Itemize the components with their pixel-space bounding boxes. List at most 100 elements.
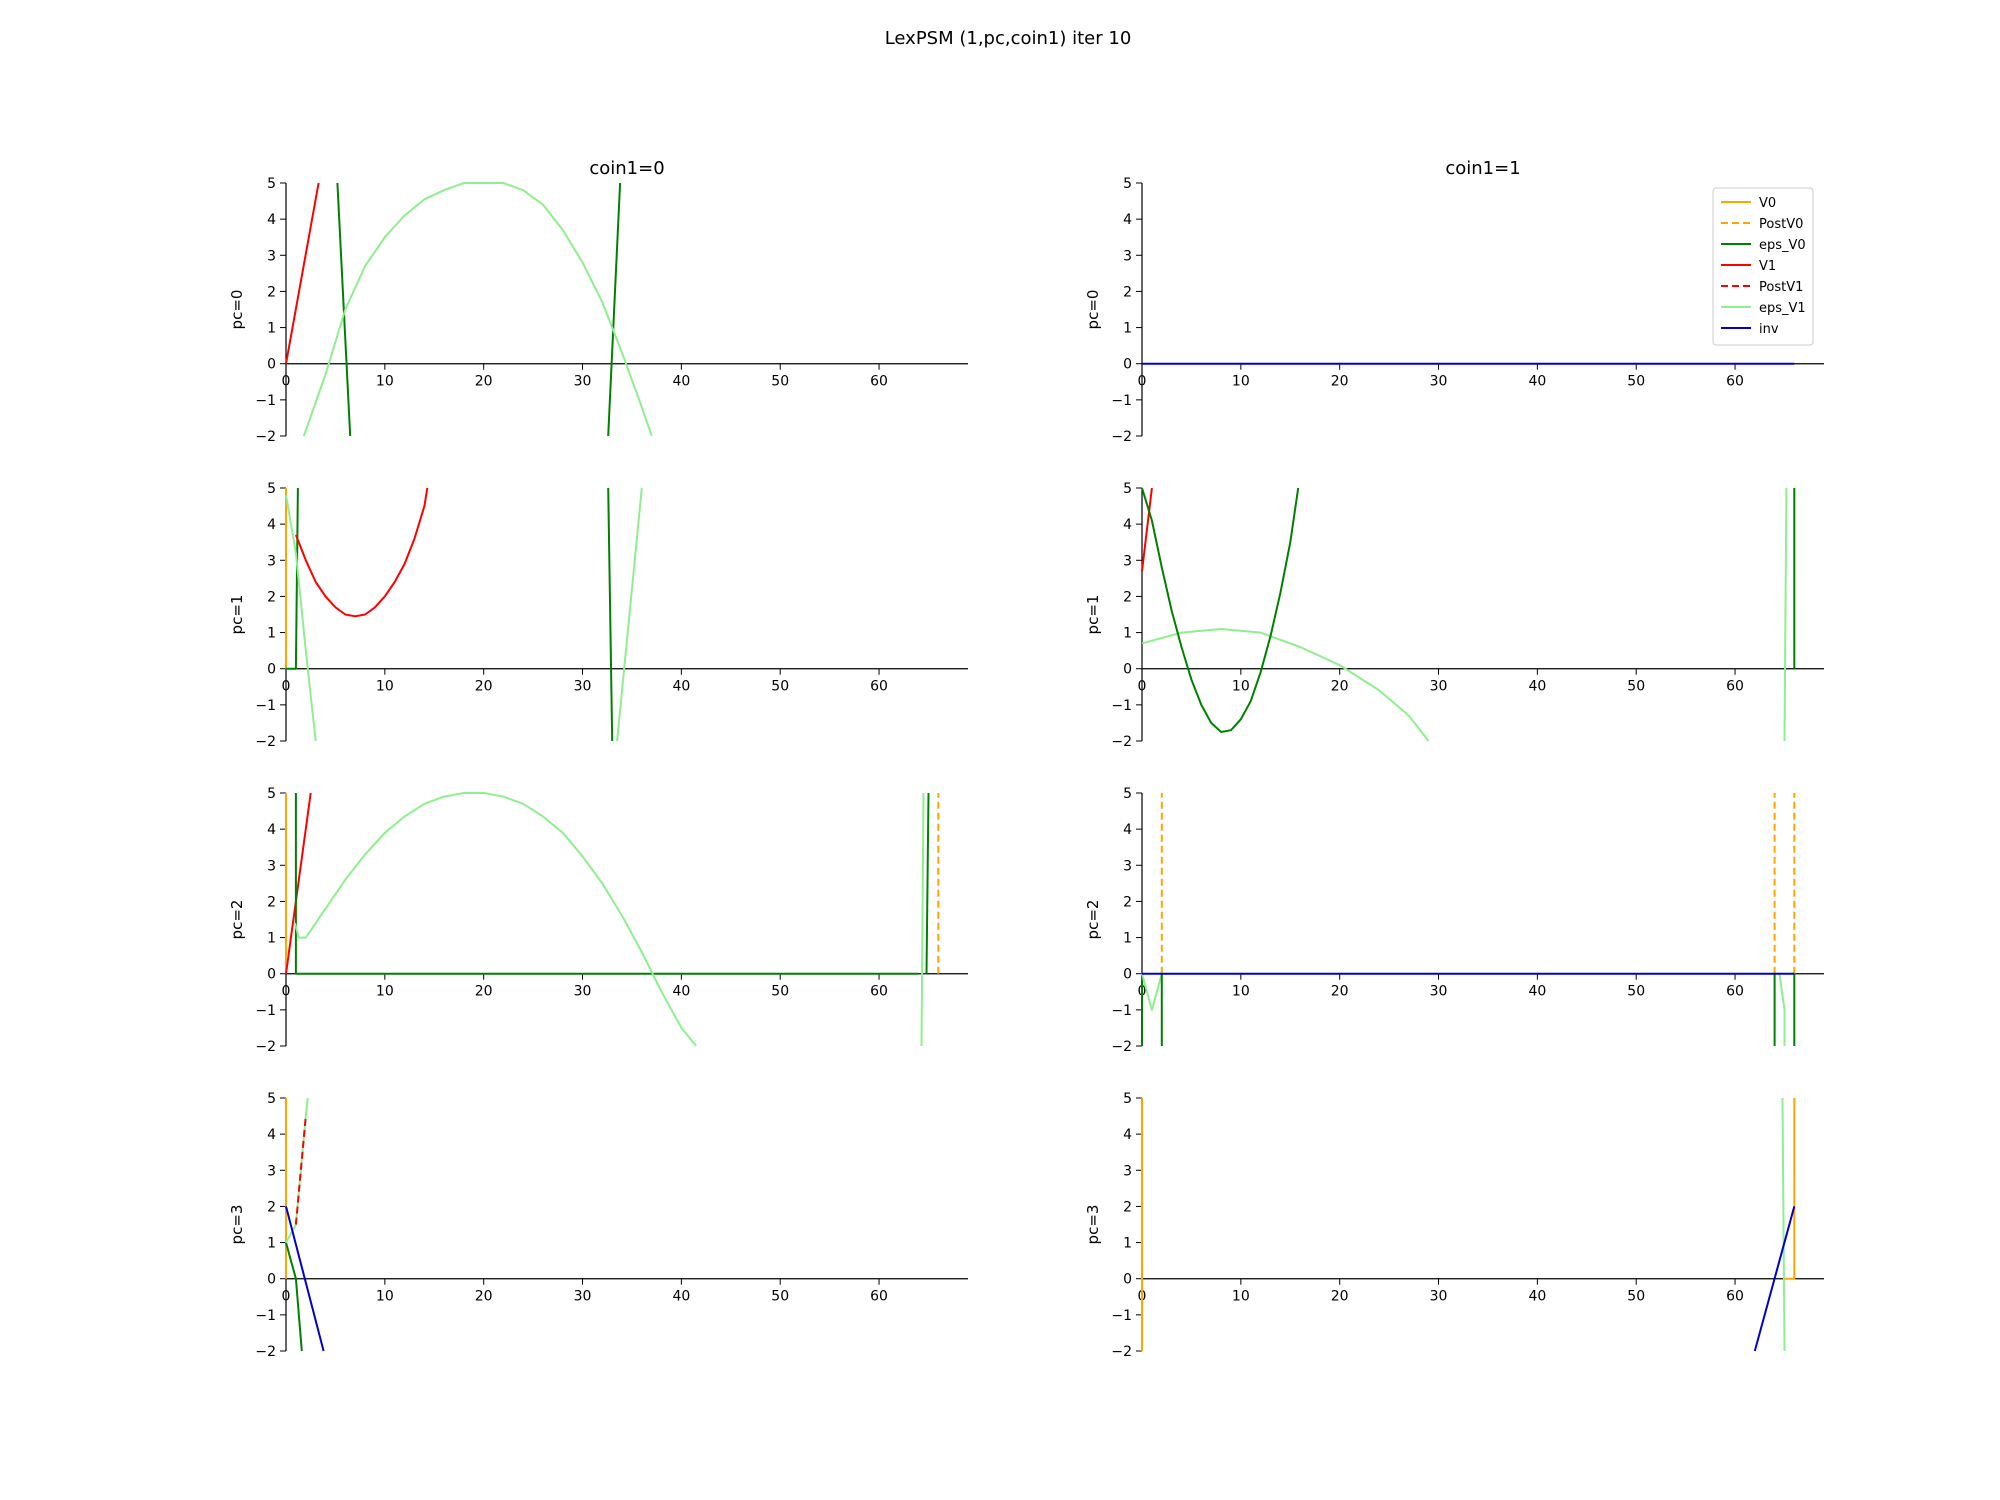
y-tick-label: 2: [1123, 1199, 1132, 1215]
x-tick-label: 40: [672, 374, 690, 390]
x-tick-label: 10: [1232, 374, 1250, 390]
y-tick-label: 4: [1123, 517, 1132, 533]
legend-entry-label: eps_V0: [1759, 238, 1806, 253]
y-tick-label: 5: [1123, 1091, 1132, 1107]
y-tick-label: −1: [255, 1003, 276, 1019]
y-tick-label: 0: [1123, 967, 1132, 983]
series-group: [1141, 793, 1796, 1046]
x-tick-label: 30: [1430, 374, 1448, 390]
y-tick-label: 0: [1123, 357, 1132, 373]
x-tick-label: 60: [1726, 1289, 1744, 1305]
x-tick-label: 30: [1430, 679, 1448, 695]
y-tick-label: −1: [1111, 1308, 1132, 1324]
x-tick-label: 40: [672, 1289, 690, 1305]
series-eps-v1-line: [920, 792, 925, 1047]
x-tick-label: 40: [1528, 984, 1546, 1000]
x-tick-label: 20: [475, 1289, 493, 1305]
series-eps-v1-line: [302, 182, 653, 437]
y-tick-label: 4: [267, 822, 276, 838]
y-tick-label: 2: [267, 589, 276, 605]
y-tick-label: 1: [267, 321, 276, 337]
legend-entry-label: eps_V1: [1759, 301, 1806, 316]
x-tick-label: 30: [1430, 1289, 1448, 1305]
series-eps-v1-line: [1141, 628, 1430, 742]
x-tick-label: 60: [870, 984, 888, 1000]
y-tick-label: 0: [267, 662, 276, 678]
y-tick-label: 4: [1123, 212, 1132, 228]
y-tick-label: −2: [1111, 429, 1132, 445]
y-tick-label: 0: [267, 1272, 276, 1288]
x-tick-label: 50: [771, 984, 789, 1000]
x-tick-label: 30: [574, 1289, 592, 1305]
y-tick-label: 5: [267, 1091, 276, 1107]
x-tick-label: 10: [1232, 679, 1250, 695]
y-tick-label: 2: [267, 894, 276, 910]
x-tick-label: 10: [376, 374, 394, 390]
x-tick-label: 50: [771, 374, 789, 390]
series-v0-line: [1784, 1098, 1796, 1280]
series-eps-v0-line: [285, 1242, 303, 1352]
x-tick-label: 0: [282, 374, 291, 390]
x-tick-label: 50: [1627, 374, 1645, 390]
y-tick-label: −2: [1111, 1039, 1132, 1055]
x-tick-label: 50: [1627, 1289, 1645, 1305]
x-tick-label: 10: [376, 984, 394, 1000]
x-tick-label: 0: [1138, 679, 1147, 695]
y-tick-label: 4: [267, 517, 276, 533]
panel-title: coin1=0: [589, 158, 664, 179]
y-tick-label: 1: [1123, 931, 1132, 947]
series-v1-line: [1141, 487, 1153, 572]
y-tick-label: 1: [267, 931, 276, 947]
y-tick-label: 2: [1123, 284, 1132, 300]
y-tick-label: 1: [267, 626, 276, 642]
x-tick-label: 30: [574, 374, 592, 390]
legend-box: [1712, 187, 1814, 346]
y-tick-label: −2: [255, 734, 276, 750]
x-tick-label: 60: [870, 374, 888, 390]
y-tick-label: −1: [1111, 698, 1132, 714]
x-tick-label: 0: [282, 984, 291, 1000]
y-tick-label: 4: [1123, 822, 1132, 838]
y-tick-label: −2: [255, 1344, 276, 1360]
x-tick-label: 60: [870, 1289, 888, 1305]
x-tick-label: 50: [771, 679, 789, 695]
series-eps-v1-line: [293, 792, 697, 1047]
series-eps-v0-line: [925, 792, 930, 974]
y-tick-label: 3: [1123, 1163, 1132, 1179]
x-tick-label: 10: [1232, 1289, 1250, 1305]
legend-entry-label: PostV0: [1759, 217, 1803, 232]
series-eps-v1-line: [616, 487, 643, 742]
y-tick-label: 1: [1123, 321, 1132, 337]
y-tick-label: −1: [1111, 393, 1132, 409]
y-axis-label: pc=0: [1084, 290, 1102, 330]
legend-entry-label: V0: [1759, 196, 1776, 211]
y-tick-label: −2: [1111, 734, 1132, 750]
y-axis-label: pc=3: [1084, 1205, 1102, 1245]
x-tick-label: 20: [1331, 679, 1349, 695]
y-tick-label: 5: [267, 176, 276, 192]
y-tick-label: 3: [267, 1163, 276, 1179]
legend-entry-label: PostV1: [1759, 280, 1803, 295]
series-eps-v0-line: [1141, 487, 1300, 733]
x-tick-label: 20: [475, 984, 493, 1000]
y-tick-label: 5: [267, 786, 276, 802]
y-axis-label: pc=2: [1084, 900, 1102, 940]
x-tick-label: 0: [1138, 374, 1147, 390]
y-axis-label: pc=3: [228, 1205, 246, 1245]
series-eps-v0-line: [286, 487, 299, 670]
panel-title: coin1=1: [1445, 158, 1520, 179]
series-eps-v1-line: [1783, 487, 1788, 742]
x-tick-label: 20: [475, 679, 493, 695]
x-tick-label: 20: [475, 374, 493, 390]
y-tick-label: 4: [267, 1127, 276, 1143]
y-tick-label: 5: [1123, 481, 1132, 497]
series-v1-line: [285, 792, 312, 974]
series-eps-v1-line: [1778, 973, 1786, 1046]
y-tick-label: 0: [267, 967, 276, 983]
x-tick-label: 50: [771, 1289, 789, 1305]
series-v1-line: [285, 182, 320, 364]
